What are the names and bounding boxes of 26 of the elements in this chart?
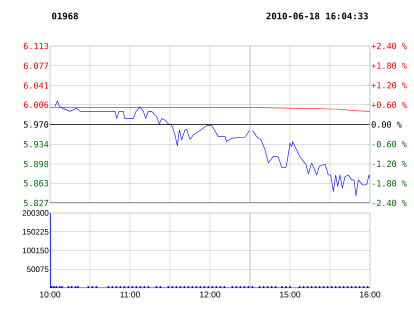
text: -1.80 %: [372, 180, 407, 187]
text: -2.40 %: [372, 200, 407, 206]
x-tick-label: 15:00: [280, 292, 300, 298]
text: +2.40 %: [372, 42, 407, 50]
x-tick-label: 16:00: [360, 292, 380, 298]
y-tick-label: 5.934: [24, 141, 48, 148]
x-tick-label: 11:00: [120, 292, 140, 298]
y-tick-label: 6.113: [24, 42, 48, 50]
text: +0.60 %: [372, 102, 407, 108]
text: +1.20 %: [372, 82, 407, 88]
y-tick-label: 6.041: [24, 82, 48, 89]
chart-subtitle: 2010-06-18 16:04:33: [266, 12, 368, 20]
y-tick-label: 5.970: [24, 121, 48, 128]
text: +1.80 %: [372, 62, 407, 69]
y-tick-label: 6.006: [24, 102, 48, 108]
x-tick-label: 12:00: [200, 292, 220, 298]
y-tick-label: 6.077: [24, 62, 48, 69]
text: 0.00 %: [372, 121, 402, 128]
y-tick-label: 5.863: [24, 180, 48, 186]
text: -1.20 %: [372, 160, 407, 167]
y-tick-label: 5.827: [24, 200, 48, 206]
y-tick-label: 5.898: [24, 160, 48, 168]
chart-title: 01968: [52, 12, 78, 20]
text: -0.60 %: [372, 140, 407, 148]
x-tick-label: 10:00: [40, 292, 60, 298]
line-series: [54, 100, 250, 146]
